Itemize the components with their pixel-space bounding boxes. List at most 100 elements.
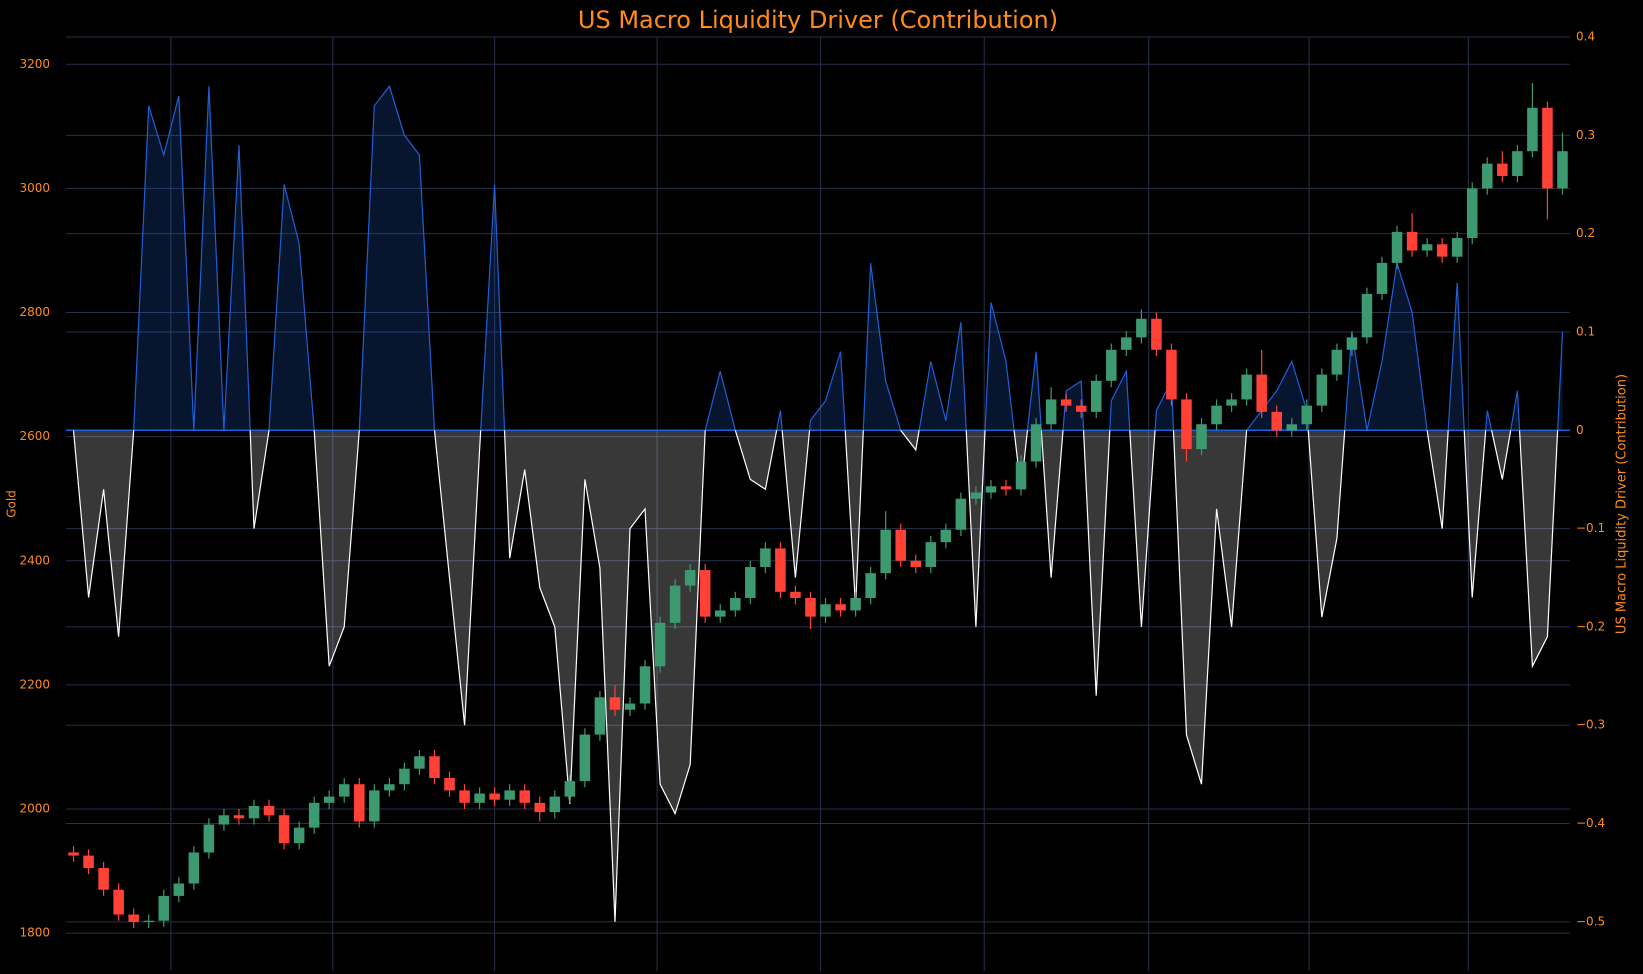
chart-title: US Macro Liquidity Driver (Contribution)	[578, 6, 1058, 34]
candle-body	[730, 598, 741, 611]
candle-body	[158, 895, 170, 921]
candle-body	[609, 697, 621, 710]
candle-body	[1497, 163, 1508, 177]
candle-body	[1316, 374, 1328, 406]
candle-body	[1166, 349, 1177, 400]
candle-body	[323, 796, 335, 803]
y-tick-label: 2000	[19, 802, 50, 816]
candle-body	[850, 598, 861, 611]
candle-body	[1557, 151, 1568, 189]
candle-body	[203, 824, 215, 853]
candle-body	[1406, 231, 1418, 251]
positive-fill	[73, 86, 1563, 431]
candle-body	[278, 815, 290, 844]
candle-body	[549, 796, 561, 813]
candle-body	[1106, 349, 1117, 381]
candle-body	[955, 498, 967, 530]
candle-body	[68, 852, 79, 856]
candle-body	[579, 734, 591, 782]
candle-body	[699, 570, 711, 617]
candle-body	[940, 529, 952, 543]
candle-body	[820, 604, 831, 617]
candle-body	[1121, 337, 1132, 350]
candle-body	[1436, 244, 1448, 257]
candle-body	[639, 666, 651, 704]
candle-body	[775, 548, 786, 592]
candle-body	[399, 768, 410, 785]
y2-tick-label: −0.4	[1576, 816, 1605, 830]
candle-body	[985, 486, 997, 493]
candle-body	[1466, 188, 1478, 239]
candle-body	[1075, 405, 1087, 412]
candle-body	[1331, 349, 1343, 375]
candle-body	[1482, 163, 1493, 189]
candle-body	[1090, 380, 1102, 412]
candle-body	[1060, 399, 1072, 406]
candle-body	[83, 855, 94, 868]
candle-body	[338, 784, 350, 797]
candle-body	[519, 790, 530, 803]
candle-body	[384, 784, 395, 791]
y-tick-label: 2600	[19, 429, 50, 443]
candle-body	[760, 548, 771, 567]
candle-body	[293, 827, 305, 844]
candle-body	[895, 529, 906, 561]
candle-body	[474, 793, 485, 803]
candle-body	[790, 591, 801, 599]
candle-body	[98, 867, 109, 890]
candle-body	[1000, 486, 1012, 490]
candle-body	[1421, 244, 1433, 251]
candle-body	[865, 573, 876, 599]
candle-body	[128, 914, 139, 922]
candle-body	[624, 703, 636, 710]
y2-tick-label: 0.4	[1576, 30, 1595, 44]
candle-body	[263, 805, 275, 816]
y2-tick-label: −0.5	[1576, 914, 1605, 928]
y-tick-label: 2200	[19, 677, 50, 691]
candle-body	[1542, 107, 1553, 189]
candle-body	[173, 883, 185, 896]
candle-body	[369, 790, 380, 822]
candle-body	[745, 566, 756, 599]
candle-body	[1376, 262, 1388, 294]
y2-tick-label: −0.1	[1576, 521, 1605, 535]
candle-body	[143, 920, 154, 922]
candle-body	[1136, 318, 1147, 338]
candle-body	[654, 622, 666, 667]
y2-axis-title: US Macro Liquidity Driver (Contribution)	[1615, 374, 1630, 634]
candle-body	[669, 585, 681, 623]
candle-body	[1451, 238, 1463, 257]
y-tick-label: 2400	[19, 553, 50, 567]
candle-body	[1181, 399, 1192, 450]
candle-body	[1391, 231, 1403, 263]
candle-body	[1301, 405, 1313, 425]
candle-body	[459, 790, 470, 803]
candle-body	[684, 570, 696, 586]
y-tick-label: 3000	[19, 181, 50, 195]
candle-body	[1211, 405, 1222, 425]
candle-body	[354, 784, 365, 822]
y2-tick-label: −0.2	[1576, 619, 1605, 633]
candle-body	[534, 802, 546, 813]
negative-line	[72, 430, 1559, 922]
candle-body	[1196, 424, 1207, 450]
candle-body	[1241, 374, 1252, 400]
candle-body	[233, 815, 245, 819]
contribution-area	[66, 84, 1570, 922]
y2-tick-label: 0.3	[1576, 128, 1595, 142]
candle-body	[925, 542, 937, 567]
candle-body	[835, 604, 846, 611]
candles	[68, 82, 1568, 929]
candle-body	[444, 777, 455, 791]
candle-body	[1045, 399, 1057, 425]
candle-body	[414, 756, 425, 769]
candle-body	[714, 610, 726, 617]
candle-body	[594, 697, 606, 735]
candle-body	[1346, 337, 1358, 350]
candle-body	[1226, 399, 1237, 406]
candle-body	[1527, 107, 1538, 152]
y-tick-label: 2800	[19, 305, 50, 319]
y-tick-label: 1800	[19, 926, 50, 940]
candle-body	[308, 802, 320, 828]
